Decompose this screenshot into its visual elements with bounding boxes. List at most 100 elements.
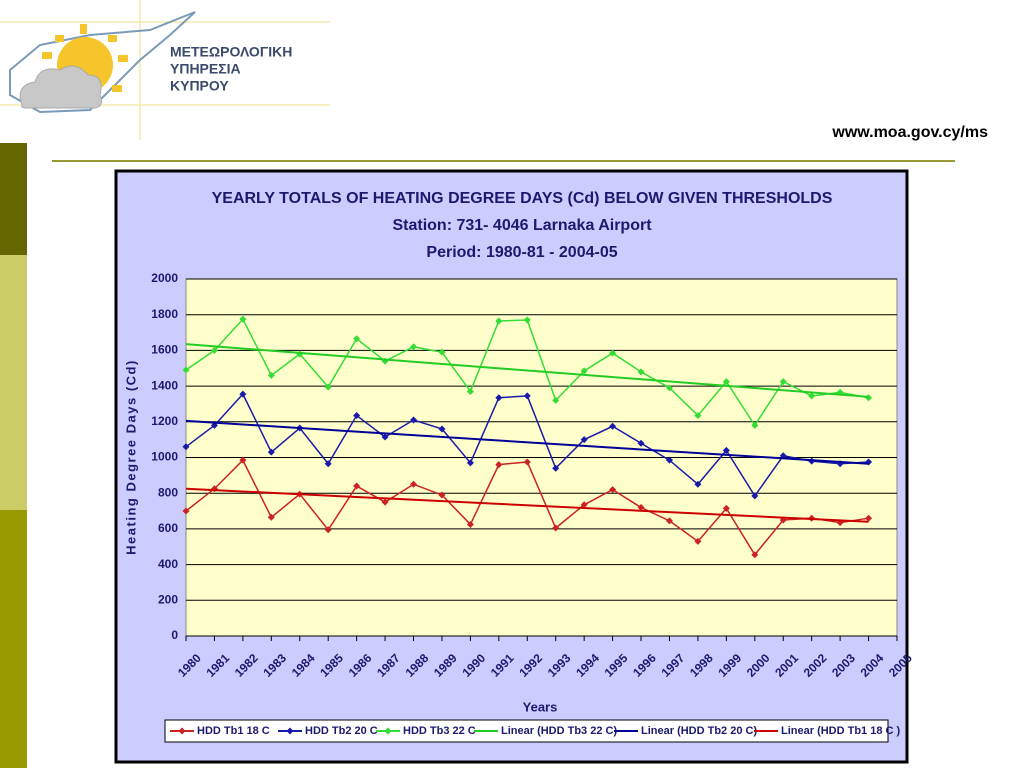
data-point [552, 524, 560, 532]
x-axis-label: Years [523, 699, 558, 714]
data-point [410, 343, 418, 351]
chart-title: YEARLY TOTALS OF HEATING DEGREE DAYS (Cd… [212, 190, 833, 207]
data-point [267, 448, 275, 456]
data-point [552, 396, 560, 404]
legend-marker [178, 727, 186, 735]
data-point [665, 384, 673, 392]
data-point [267, 513, 275, 521]
data-point [609, 486, 617, 494]
data-point [324, 526, 332, 534]
y-tick-label: 1800 [151, 307, 178, 321]
data-point [609, 349, 617, 357]
data-point [722, 446, 730, 454]
data-point [722, 504, 730, 512]
data-point [523, 316, 531, 324]
series-line [185, 419, 869, 465]
data-point [381, 433, 389, 441]
data-point [637, 368, 645, 376]
data-point [580, 436, 588, 444]
data-point [210, 346, 218, 354]
data-point [182, 366, 190, 374]
y-axis-label: Heating Degree Days (Cd) [123, 359, 138, 555]
logo-cloud [19, 65, 103, 109]
data-point [552, 464, 560, 472]
legend-marker [384, 727, 392, 735]
data-point [495, 394, 503, 402]
legend-label: HDD Tb3 22 C [403, 725, 476, 737]
data-point [353, 412, 361, 420]
y-tick-label: 200 [158, 592, 178, 606]
data-point [438, 425, 446, 433]
logo-rays [42, 24, 128, 92]
data-point [466, 387, 474, 395]
legend-label: HDD Tb1 18 C [197, 725, 270, 737]
chart-title: Station: 731- 4046 Larnaka Airport [392, 217, 652, 234]
data-point [410, 480, 418, 488]
data-point [466, 459, 474, 467]
series-line [185, 343, 869, 398]
chart-title: Period: 1980-81 - 2004-05 [426, 244, 617, 261]
legend-label: Linear (HDD Tb1 18 C ) [781, 725, 901, 737]
url: www.moa.gov.cy/ms [831, 124, 988, 141]
legend-label: Linear (HDD Tb3 22 C) [501, 725, 617, 737]
legend-label: Linear (HDD Tb2 20 C) [641, 725, 757, 737]
data-point [438, 348, 446, 356]
data-point [779, 378, 787, 386]
data-point [665, 517, 673, 525]
data-point [637, 439, 645, 447]
data-point [694, 480, 702, 488]
data-point [580, 501, 588, 509]
y-tick-label: 0 [171, 628, 178, 642]
data-point [865, 514, 873, 522]
legend-label: HDD Tb2 20 C [305, 725, 378, 737]
legend [164, 719, 889, 743]
data-point [410, 416, 418, 424]
series-line [185, 487, 869, 523]
data-point [495, 317, 503, 325]
data-point [182, 507, 190, 515]
data-point [381, 498, 389, 506]
data-point [609, 422, 617, 430]
y-tick-label: 1600 [151, 343, 178, 357]
side-bar [0, 143, 27, 255]
data-point [808, 392, 816, 400]
y-tick-label: 1400 [151, 378, 178, 392]
logo-text: ΥΠΗΡΕΣΙΑ [170, 61, 241, 77]
data-point [751, 551, 759, 559]
data-point [580, 367, 588, 375]
side-bar [0, 255, 27, 510]
data-point [751, 421, 759, 429]
data-point [324, 460, 332, 468]
data-point [466, 520, 474, 528]
data-point [267, 371, 275, 379]
data-point [665, 456, 673, 464]
y-tick-label: 1200 [151, 414, 178, 428]
data-point [523, 392, 531, 400]
data-point [324, 383, 332, 391]
data-point [353, 335, 361, 343]
logo-text: ΜΕΤΕΩΡΟΛΟΓΙΚΗ [170, 44, 292, 60]
data-point [523, 458, 531, 466]
data-point [182, 443, 190, 451]
y-tick-label: 600 [158, 521, 178, 535]
side-bar [0, 510, 27, 768]
data-point [637, 503, 645, 511]
logo-island [9, 11, 196, 114]
data-point [239, 390, 247, 398]
data-point [239, 315, 247, 323]
y-tick-label: 800 [158, 485, 178, 499]
data-point [353, 482, 361, 490]
data-point [694, 412, 702, 420]
data-point [751, 492, 759, 500]
logo-text: ΚΥΠΡΟΥ [170, 78, 229, 94]
data-point [438, 491, 446, 499]
y-tick-label: 2000 [151, 271, 178, 285]
data-point [722, 378, 730, 386]
data-point [495, 461, 503, 469]
y-tick-label: 1000 [151, 450, 178, 464]
y-tick-label: 400 [158, 557, 178, 571]
data-point [239, 456, 247, 464]
legend-marker [286, 727, 294, 735]
data-point [694, 537, 702, 545]
